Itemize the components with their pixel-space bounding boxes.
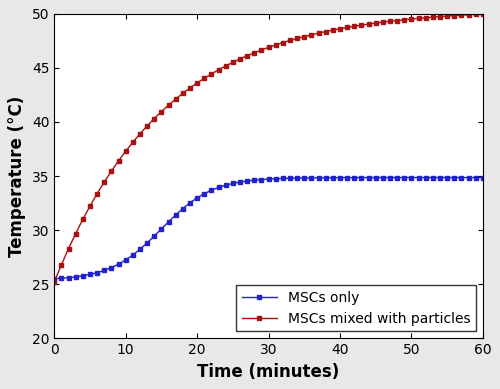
X-axis label: Time (minutes): Time (minutes) [198,363,340,381]
MSCs only [308,175,314,180]
Line: MSCs mixed with particles: MSCs mixed with particles [52,12,485,284]
Line: MSCs only: MSCs only [52,175,485,281]
MSCs mixed with particles [422,16,428,20]
MSCs mixed with particles [52,280,58,284]
MSCs mixed with particles [152,116,158,121]
MSCs mixed with particles [308,32,314,37]
MSCs only [422,175,428,180]
MSCs only [280,176,286,181]
MSCs mixed with particles [280,40,286,45]
Y-axis label: Temperature (°C): Temperature (°C) [8,95,26,257]
MSCs mixed with particles [480,12,486,16]
MSCs only [152,234,158,238]
Legend: MSCs only, MSCs mixed with particles: MSCs only, MSCs mixed with particles [236,285,476,331]
MSCs mixed with particles [137,131,143,136]
MSCs only [202,191,207,196]
MSCs only [480,175,486,180]
MSCs only [137,247,143,252]
MSCs mixed with particles [202,76,207,81]
MSCs only [52,277,58,281]
